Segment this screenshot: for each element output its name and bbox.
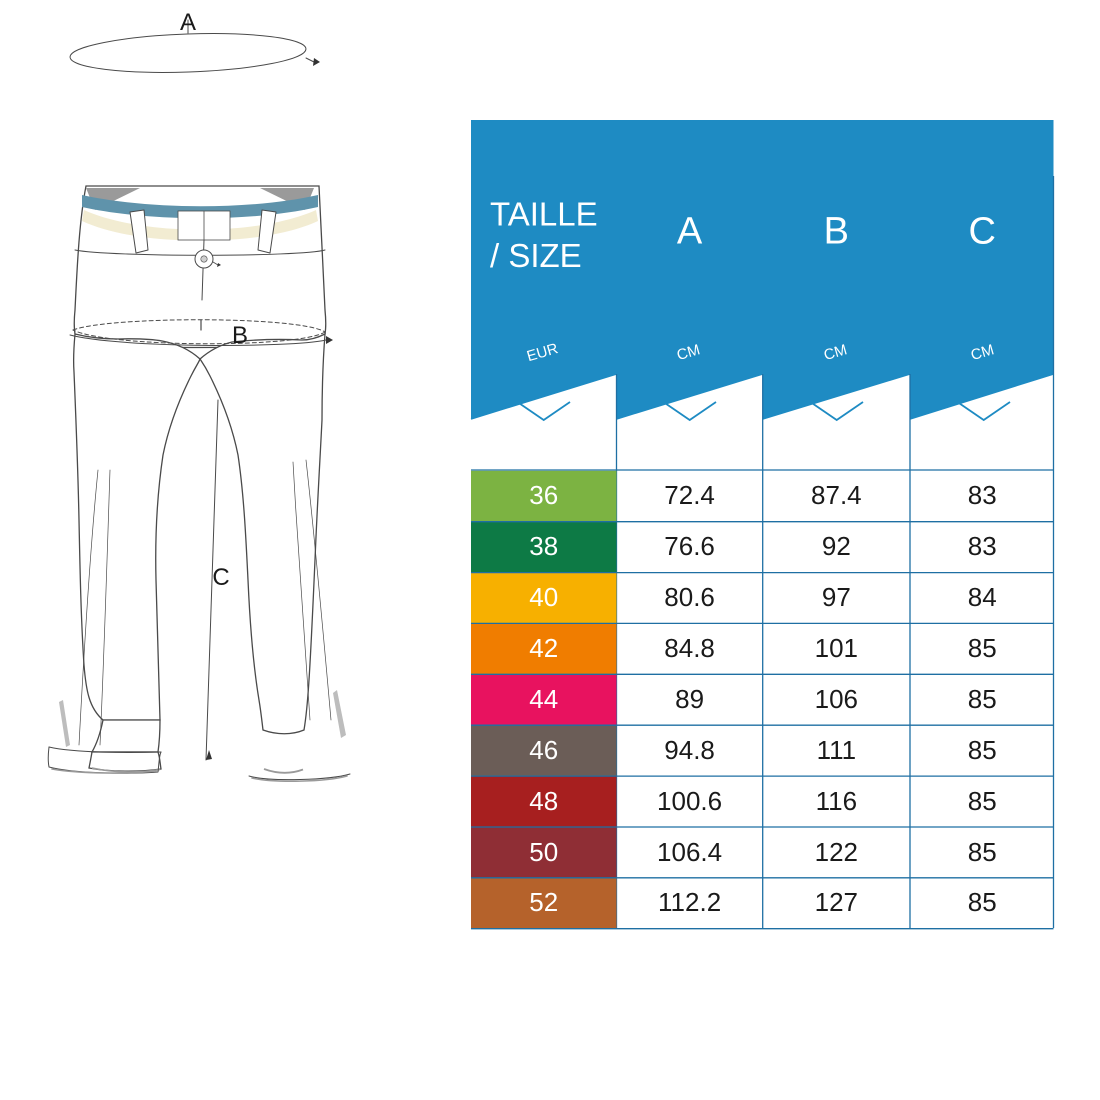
svg-text:116: 116: [816, 786, 857, 816]
svg-text:85: 85: [968, 786, 997, 816]
svg-text:TAILLE: TAILLE: [490, 196, 598, 233]
svg-text:84.8: 84.8: [664, 633, 715, 663]
svg-text:C: C: [969, 211, 996, 253]
svg-text:122: 122: [815, 837, 858, 867]
svg-text:111: 111: [817, 735, 857, 765]
svg-text:B: B: [232, 322, 248, 349]
svg-text:101: 101: [815, 633, 858, 663]
svg-text:106.4: 106.4: [657, 837, 722, 867]
svg-text:84: 84: [968, 582, 997, 612]
svg-text:85: 85: [968, 837, 997, 867]
svg-text:85: 85: [968, 887, 997, 917]
svg-text:83: 83: [968, 480, 997, 510]
svg-text:83: 83: [968, 531, 997, 561]
svg-text:/ SIZE: / SIZE: [490, 237, 582, 274]
svg-text:80.6: 80.6: [664, 582, 715, 612]
svg-text:40: 40: [529, 582, 558, 612]
svg-text:92: 92: [822, 531, 851, 561]
svg-text:100.6: 100.6: [657, 786, 722, 816]
svg-text:72.4: 72.4: [664, 480, 715, 510]
svg-text:106: 106: [815, 684, 858, 714]
svg-text:A: A: [677, 211, 703, 253]
svg-text:112.2: 112.2: [658, 887, 721, 917]
svg-text:36: 36: [529, 480, 558, 510]
svg-text:B: B: [824, 211, 849, 253]
svg-text:A: A: [180, 9, 196, 36]
svg-text:76.6: 76.6: [664, 531, 715, 561]
svg-text:38: 38: [529, 531, 558, 561]
svg-text:52: 52: [529, 887, 558, 917]
svg-text:46: 46: [529, 735, 558, 765]
svg-text:87.4: 87.4: [811, 480, 862, 510]
svg-text:85: 85: [968, 684, 997, 714]
svg-text:48: 48: [529, 786, 558, 816]
svg-text:89: 89: [675, 684, 704, 714]
svg-text:85: 85: [968, 735, 997, 765]
svg-text:85: 85: [968, 633, 997, 663]
svg-text:94.8: 94.8: [664, 735, 715, 765]
svg-text:44: 44: [529, 684, 558, 714]
svg-text:50: 50: [529, 837, 558, 867]
svg-text:C: C: [212, 564, 229, 591]
svg-text:127: 127: [815, 887, 858, 917]
svg-text:97: 97: [822, 582, 851, 612]
svg-text:42: 42: [529, 633, 558, 663]
